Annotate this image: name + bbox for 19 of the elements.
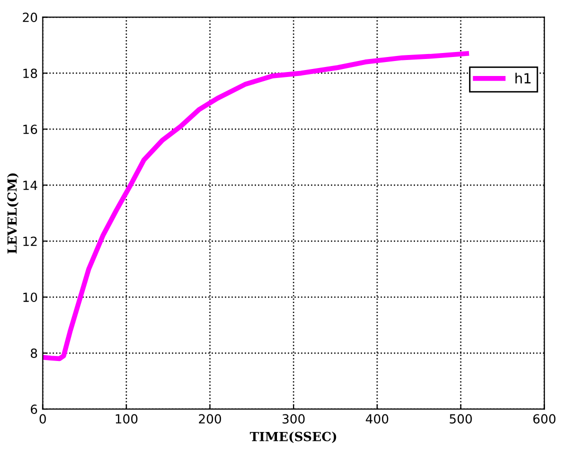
- x-tick-label: 500: [450, 414, 472, 424]
- x-tick-label: 300: [282, 414, 305, 424]
- y-tick-label: 20: [22, 12, 38, 22]
- y-tick-label: 14: [23, 180, 38, 190]
- y-tick-label: 6: [30, 404, 38, 414]
- y-tick-label: 18: [23, 68, 38, 78]
- y-tick-label: 16: [23, 124, 38, 134]
- line-series: [42, 51, 470, 362]
- x-tick-label: 600: [533, 414, 556, 424]
- y-tick-label: 8: [30, 348, 38, 358]
- y-axis-title: LEVEL(CM): [7, 173, 19, 254]
- y-tick-label: 10: [23, 292, 38, 302]
- x-axis-title: TIME(SSEC): [250, 432, 336, 444]
- x-tick-label: 0: [40, 414, 46, 424]
- legend-label: h1: [515, 72, 531, 84]
- x-tick-label: 200: [198, 414, 222, 424]
- x-tick-label: 100: [116, 414, 138, 424]
- x-tick-label: 400: [366, 414, 388, 424]
- y-tick-label: 12: [23, 236, 37, 246]
